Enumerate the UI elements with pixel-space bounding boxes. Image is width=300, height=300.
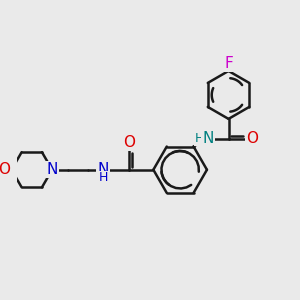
Text: N: N: [202, 131, 214, 146]
Text: O: O: [247, 131, 259, 146]
Text: N: N: [98, 162, 109, 177]
Text: H: H: [98, 171, 108, 184]
Text: O: O: [0, 162, 11, 177]
Text: N: N: [46, 162, 58, 177]
Text: H: H: [195, 132, 204, 145]
Text: F: F: [224, 56, 233, 70]
Text: O: O: [123, 135, 135, 150]
